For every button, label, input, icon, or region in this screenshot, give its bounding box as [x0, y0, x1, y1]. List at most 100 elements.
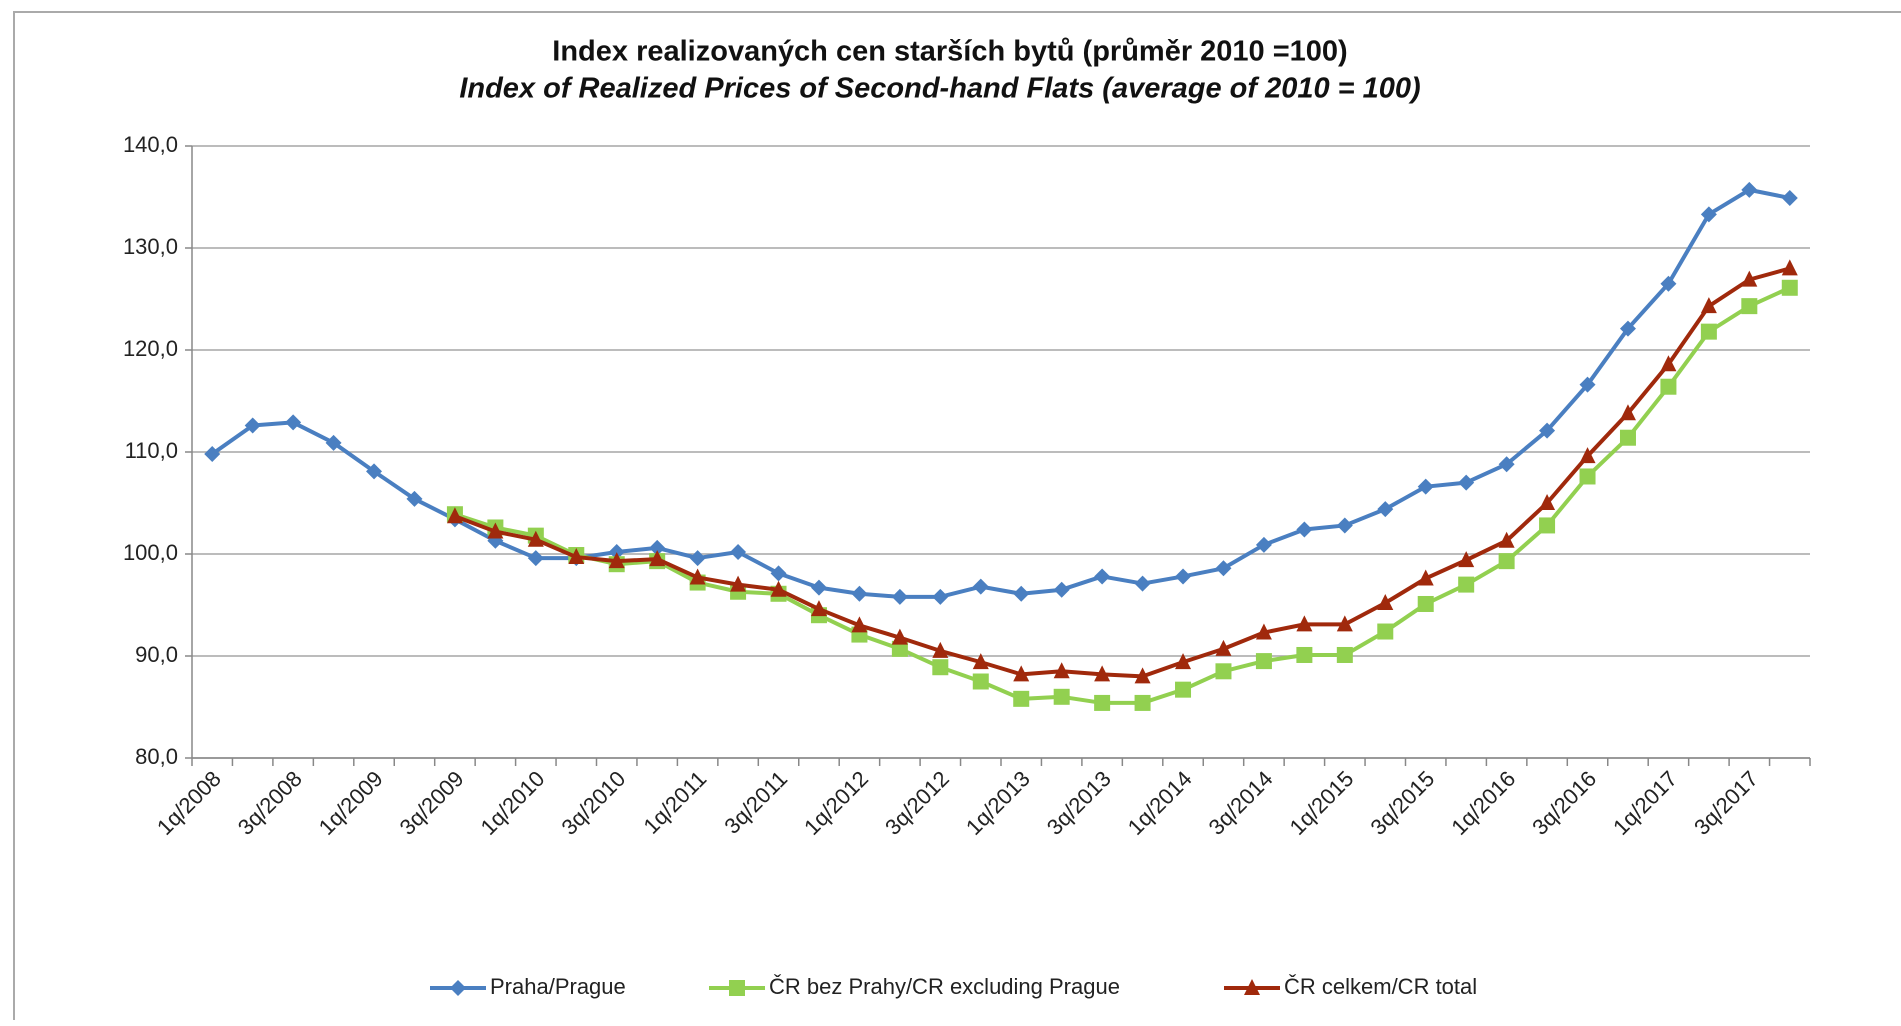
- data-point: [1053, 581, 1070, 598]
- data-point: [1134, 575, 1151, 592]
- x-tick-label: 1q/2013: [961, 766, 1035, 840]
- data-point: [1781, 190, 1798, 207]
- series-line: [211, 187, 1791, 599]
- data-point: [1053, 688, 1070, 705]
- data-point: [891, 640, 908, 657]
- data-point: [1175, 568, 1192, 585]
- y-tick-label: 130,0: [123, 234, 178, 259]
- data-point: [891, 588, 908, 605]
- data-point: [1498, 531, 1515, 548]
- legend-marker: [729, 980, 745, 996]
- data-point: [1377, 623, 1394, 640]
- data-point: [1053, 662, 1070, 679]
- data-point: [366, 463, 383, 480]
- data-point: [1094, 694, 1111, 711]
- data-point: [1700, 323, 1717, 340]
- data-point: [204, 446, 221, 463]
- data-point: [1619, 320, 1636, 337]
- data-point: [689, 550, 706, 567]
- data-point: [1660, 378, 1677, 395]
- data-point: [1255, 653, 1272, 670]
- data-point: [730, 575, 747, 592]
- data-point: [1013, 665, 1030, 682]
- x-tick-label: 3q/2012: [880, 766, 954, 840]
- data-point: [1539, 422, 1556, 439]
- x-tick-label: 3q/2010: [556, 766, 630, 840]
- data-point: [608, 543, 625, 560]
- data-point: [1255, 536, 1272, 553]
- x-tick-label: 1q/2017: [1608, 766, 1682, 840]
- data-point: [1700, 297, 1717, 314]
- x-tick-label: 1q/2011: [639, 766, 712, 839]
- y-tick-label: 110,0: [125, 438, 178, 463]
- data-point: [1215, 639, 1232, 656]
- series-line: [454, 266, 1791, 679]
- series-line: [454, 285, 1791, 705]
- data-point: [1377, 593, 1394, 610]
- x-tick-label: 1q/2010: [476, 766, 550, 840]
- data-point: [1498, 456, 1515, 473]
- data-point: [1417, 478, 1434, 495]
- y-tick-label: 100,0: [123, 540, 178, 565]
- data-point: [608, 552, 625, 569]
- data-point: [770, 565, 787, 582]
- data-point: [1781, 259, 1798, 276]
- legend-label: ČR bez Prahy/CR excluding Prague: [769, 974, 1120, 999]
- x-tick-label: 1q/2016: [1446, 766, 1520, 840]
- data-point: [446, 507, 463, 524]
- data-point: [527, 550, 544, 567]
- data-point: [1741, 270, 1758, 287]
- x-tick-label: 3q/2015: [1365, 766, 1439, 840]
- y-tick-label: 120,0: [123, 336, 178, 361]
- legend-label: Praha/Prague: [490, 974, 626, 999]
- data-point: [325, 434, 342, 451]
- data-point: [1296, 615, 1313, 632]
- data-point: [1781, 279, 1798, 296]
- legend-label: ČR celkem/CR total: [1284, 974, 1477, 999]
- data-point: [1094, 665, 1111, 682]
- data-point: [730, 543, 747, 560]
- x-tick-label: 1q/2008: [152, 766, 226, 840]
- data-point: [244, 417, 261, 434]
- data-point: [851, 616, 868, 633]
- x-tick-label: 1q/2015: [1285, 766, 1359, 840]
- data-point: [1215, 663, 1232, 680]
- data-point: [1619, 404, 1636, 421]
- data-point: [1013, 585, 1030, 602]
- data-point: [1175, 681, 1192, 698]
- x-tick-label: 1q/2014: [1123, 766, 1197, 840]
- data-point: [527, 530, 544, 547]
- chart-title: Index realizovaných cen starších bytů (p…: [552, 36, 1347, 68]
- data-point: [932, 588, 949, 605]
- data-point: [285, 414, 302, 431]
- data-point: [1741, 181, 1758, 198]
- data-point: [1579, 468, 1596, 485]
- data-point: [649, 539, 666, 556]
- data-point: [1458, 551, 1475, 568]
- chart-subtitle: Index of Realized Prices of Second-hand …: [459, 73, 1420, 105]
- data-point: [770, 580, 787, 597]
- y-tick-label: 90,0: [135, 642, 178, 667]
- data-point: [1336, 646, 1353, 663]
- data-point: [932, 659, 949, 676]
- data-point: [1539, 517, 1556, 534]
- data-point: [1579, 376, 1596, 393]
- data-point: [1660, 355, 1677, 372]
- data-point: [1336, 517, 1353, 534]
- data-point: [689, 568, 706, 585]
- data-point: [1296, 646, 1313, 663]
- data-point: [1700, 206, 1717, 223]
- data-point: [972, 673, 989, 690]
- data-point: [972, 653, 989, 670]
- data-point: [1417, 569, 1434, 586]
- data-point: [810, 579, 827, 596]
- data-point: [1134, 667, 1151, 684]
- x-tick-label: 3q/2008: [233, 766, 307, 840]
- data-point: [1619, 429, 1636, 446]
- data-point: [1175, 653, 1192, 670]
- x-tick-label: 3q/2009: [395, 766, 469, 840]
- data-point: [1094, 568, 1111, 585]
- data-point: [1539, 494, 1556, 510]
- data-point: [1296, 521, 1313, 538]
